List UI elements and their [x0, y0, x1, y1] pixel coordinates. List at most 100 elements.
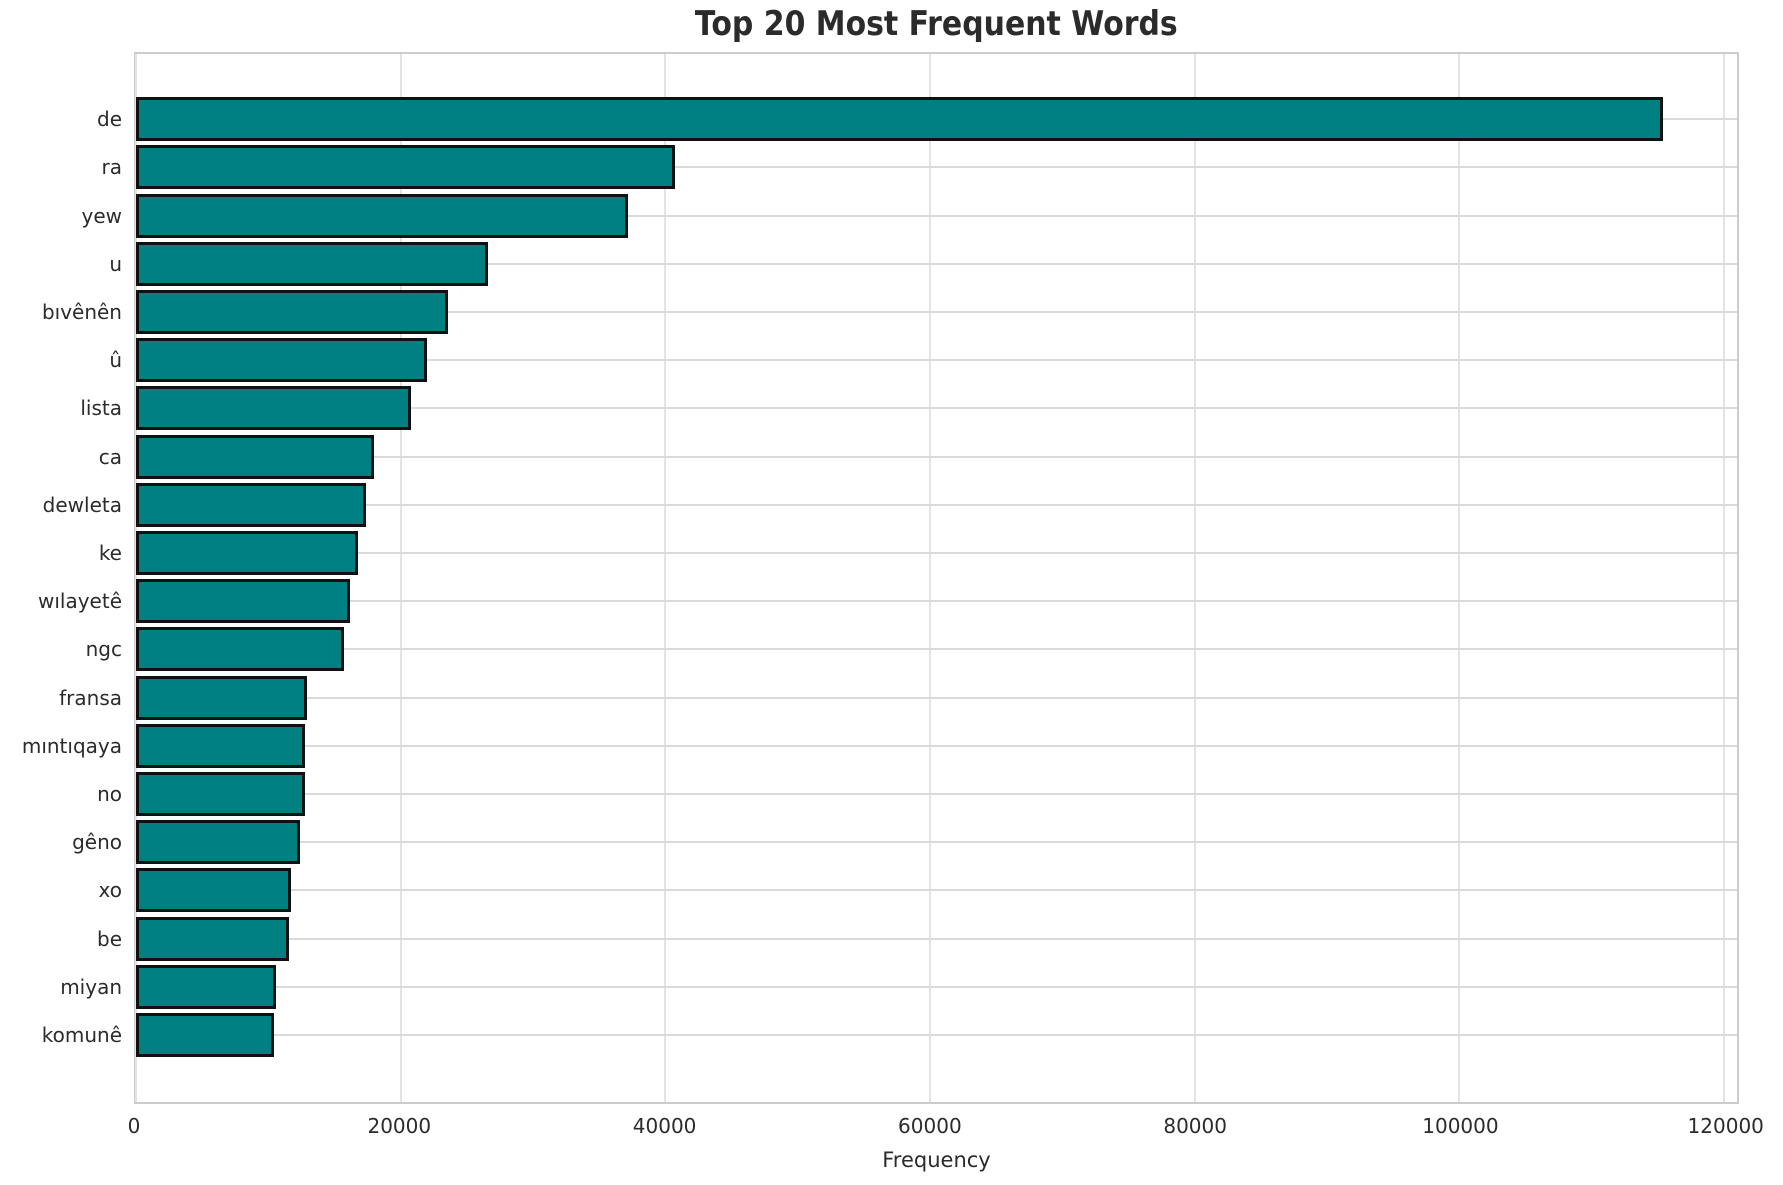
x-tick-label: 0	[127, 1114, 141, 1138]
y-tick-label: u	[109, 251, 122, 276]
plot-rows: de ra yew u bıvênên û lista ca dewleta ke wılayetê…	[22, 54, 1737, 1102]
vertical-gridline	[664, 54, 667, 1102]
bar	[136, 289, 449, 334]
bar-row: de	[97, 95, 1737, 143]
x-tick-label: 40000	[632, 1114, 697, 1138]
bar	[136, 916, 290, 961]
vertical-gridline	[135, 54, 137, 1102]
bar-row: miyan	[60, 963, 1737, 1011]
y-tick-label: ra	[101, 155, 122, 180]
horizontal-gridline	[136, 889, 1737, 892]
vertical-gridline	[1458, 54, 1461, 1102]
y-tick-label: lista	[80, 396, 122, 421]
bar	[136, 723, 306, 768]
bar-row: ngc	[86, 625, 1737, 673]
x-tick-label: 80000	[1163, 1114, 1227, 1138]
horizontal-gridline	[136, 648, 1737, 651]
horizontal-gridline	[136, 407, 1737, 410]
bar-row: ra	[102, 143, 1737, 191]
y-tick-label: mıntıqaya	[21, 733, 122, 758]
y-tick-label: ca	[98, 444, 122, 469]
bar	[136, 771, 306, 816]
bar-row: bıvênên	[42, 288, 1737, 336]
horizontal-gridline	[136, 744, 1737, 747]
y-tick-label: komunê	[41, 1022, 122, 1047]
bar-row: no	[97, 770, 1737, 818]
bar	[136, 338, 428, 383]
bar-row: dewleta	[43, 481, 1737, 529]
bar	[136, 1012, 274, 1057]
bar-row: wılayetê	[38, 577, 1737, 625]
bar	[136, 627, 344, 672]
plot-area: de ra yew u bıvênên û lista ca dewleta ke wılayetê…	[22, 52, 1739, 1104]
horizontal-gridline	[136, 214, 1737, 217]
bar-row: ke	[99, 529, 1737, 577]
horizontal-gridline	[136, 985, 1737, 988]
horizontal-gridline	[136, 166, 1737, 169]
horizontal-gridline	[136, 551, 1737, 554]
y-tick-label: dewleta	[42, 492, 122, 517]
bar	[136, 482, 367, 527]
bar-row: komunê	[42, 1011, 1737, 1059]
bar-row: fransa	[59, 673, 1737, 721]
y-tick-label: ke	[98, 540, 122, 565]
bar-row: xo	[99, 866, 1737, 914]
bar	[136, 193, 629, 238]
bar	[136, 675, 307, 720]
vertical-gridline	[1193, 54, 1196, 1102]
vertical-gridline	[1722, 54, 1725, 1102]
bar-row: ca	[99, 432, 1737, 480]
x-tick-label: 20000	[367, 1114, 432, 1138]
bar	[136, 97, 1663, 142]
horizontal-gridline	[136, 310, 1737, 313]
bar-row: yew	[82, 191, 1737, 239]
bar	[136, 241, 488, 286]
bar	[136, 964, 277, 1009]
y-tick-label: de	[97, 107, 122, 132]
horizontal-gridline	[136, 262, 1737, 265]
y-tick-label: gêno	[72, 830, 122, 855]
y-tick-label: ngc	[85, 637, 122, 662]
chart-title-text: Top 20 Most Frequent Words	[695, 4, 1178, 44]
bar	[136, 434, 375, 479]
horizontal-gridline	[136, 696, 1737, 699]
bar	[136, 820, 301, 865]
bar-row: gêno	[72, 818, 1737, 866]
bar-row: lista	[80, 384, 1737, 432]
bar-row: mıntıqaya	[22, 722, 1737, 770]
vertical-gridline	[399, 54, 402, 1102]
y-tick-label: fransa	[59, 685, 122, 710]
x-tick-label: 60000	[898, 1114, 962, 1138]
horizontal-gridline	[136, 841, 1737, 844]
x-tick-label: 100000	[1422, 1114, 1499, 1138]
y-tick-label: miyan	[60, 974, 122, 999]
bar	[136, 579, 351, 624]
bar-row: u	[109, 240, 1737, 288]
y-tick-label: bıvênên	[41, 299, 122, 324]
vertical-gridline	[928, 54, 931, 1102]
bar	[136, 386, 412, 431]
horizontal-gridline	[136, 792, 1737, 795]
horizontal-gridline	[136, 359, 1737, 362]
y-tick-label: û	[109, 348, 122, 373]
y-tick-label: xo	[98, 878, 122, 903]
horizontal-gridline	[136, 600, 1737, 603]
bar-row: be	[97, 914, 1737, 962]
bar	[136, 145, 675, 190]
horizontal-gridline	[136, 937, 1737, 940]
chart-title: Top 20 Most Frequent Words	[134, 4, 1739, 44]
bar	[136, 530, 359, 575]
x-axis-label: Frequency	[882, 1148, 991, 1172]
y-tick-label: wılayetê	[37, 589, 122, 614]
x-tick-label: 120000	[1687, 1114, 1764, 1138]
bar	[136, 868, 291, 913]
x-axis-ticks: 0 20000 40000 60000 80000 100000 120000	[128, 1114, 1764, 1142]
bar-row: û	[109, 336, 1737, 384]
horizontal-gridline	[136, 455, 1737, 458]
y-tick-label: be	[97, 926, 122, 951]
y-tick-label: no	[97, 781, 122, 806]
horizontal-gridline	[136, 1033, 1737, 1036]
y-tick-label: yew	[81, 203, 123, 228]
horizontal-gridline	[136, 503, 1737, 506]
